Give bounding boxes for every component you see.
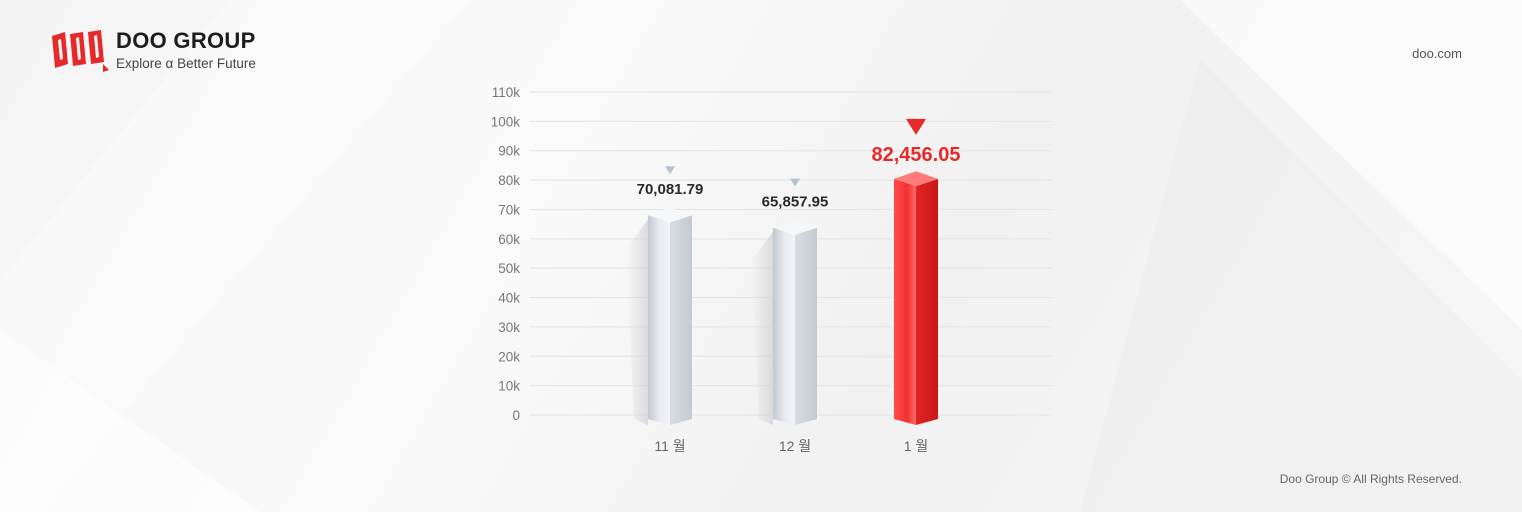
doo-logo-icon <box>52 30 109 72</box>
value-marker-icon <box>665 166 675 175</box>
bar <box>648 215 670 425</box>
bar <box>894 178 916 425</box>
bar-group: 70,081.79 11 월 <box>626 166 703 454</box>
bar-group: 82,456.05 1 월 <box>872 118 961 454</box>
category-label: 1 월 <box>904 438 929 454</box>
bar-top <box>773 220 817 235</box>
y-tick-label: 80k <box>498 173 520 188</box>
brand-tagline: Explore α Better Future <box>116 56 256 71</box>
y-tick-label: 70k <box>498 202 520 217</box>
bar-shadow <box>626 219 648 425</box>
value-label: 65,857.95 <box>762 194 829 211</box>
bar-side <box>670 215 692 425</box>
highlight-marker-icon <box>906 118 926 135</box>
site-link[interactable]: doo.com <box>1412 46 1462 61</box>
bar-group: 65,857.95 12 월 <box>751 178 829 454</box>
bar <box>773 227 795 425</box>
y-tick-label: 60k <box>498 232 520 247</box>
value-marker-icon <box>790 178 800 187</box>
y-tick-label: 0 <box>512 408 520 423</box>
brand-logo[interactable]: DOO GROUP Explore α Better Future <box>48 28 256 72</box>
y-tick-label: 90k <box>498 144 520 159</box>
bar-top <box>894 171 938 187</box>
bar-side <box>916 178 938 425</box>
bar-top <box>648 207 692 223</box>
y-tick-label: 110k <box>492 85 521 100</box>
y-tick-label: 50k <box>498 261 520 276</box>
value-label: 70,081.79 <box>637 181 704 198</box>
y-tick-label: 40k <box>498 291 520 306</box>
brand-name: DOO GROUP <box>116 28 256 53</box>
bar-shadow <box>872 183 894 425</box>
value-label: 82,456.05 <box>872 144 961 166</box>
y-tick-label: 100k <box>491 114 521 129</box>
bar-side <box>795 227 817 425</box>
category-label: 12 월 <box>779 438 811 454</box>
bar-shadow <box>751 231 773 425</box>
category-label: 11 월 <box>654 438 685 454</box>
copyright-text: Doo Group © All Rights Reserved. <box>1279 472 1462 486</box>
y-tick-label: 30k <box>498 320 520 335</box>
y-tick-label: 10k <box>498 379 520 394</box>
y-tick-label: 20k <box>498 349 520 364</box>
